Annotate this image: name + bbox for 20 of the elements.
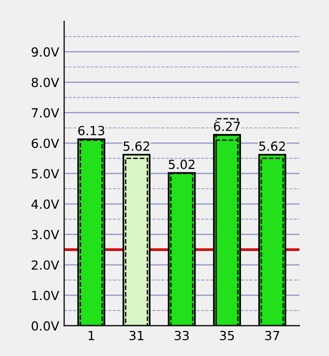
text: 5.62 xyxy=(259,141,285,151)
x-tick-label: 37 xyxy=(265,330,280,340)
x-tick-label: 35 xyxy=(220,330,234,340)
y-tick-label: 6.0V xyxy=(32,138,60,148)
y-tick-label: 4.0V xyxy=(31,199,60,209)
text: 5.02 xyxy=(168,160,194,170)
x-tick-label: 1 xyxy=(88,330,94,340)
x-tick-label: 33 xyxy=(174,330,189,340)
y-tick-label: 8.0V xyxy=(32,78,60,88)
y-tick-label: 9.0V xyxy=(32,47,60,57)
y-tick-label: 7.0V xyxy=(32,108,60,118)
text: 6.13 xyxy=(78,126,104,136)
y-tick-label: 2.0V xyxy=(32,260,60,270)
y-tick-label: 5.0V xyxy=(32,169,60,178)
text: 6.27 xyxy=(214,122,240,132)
x-tick-label: 31 xyxy=(130,330,144,340)
y-tick-label: 1.0V xyxy=(32,290,60,300)
y-tick-label: 3.0V xyxy=(32,230,60,240)
text: 5.62 xyxy=(124,141,150,151)
y-tick-label: 0.0V xyxy=(32,321,60,331)
